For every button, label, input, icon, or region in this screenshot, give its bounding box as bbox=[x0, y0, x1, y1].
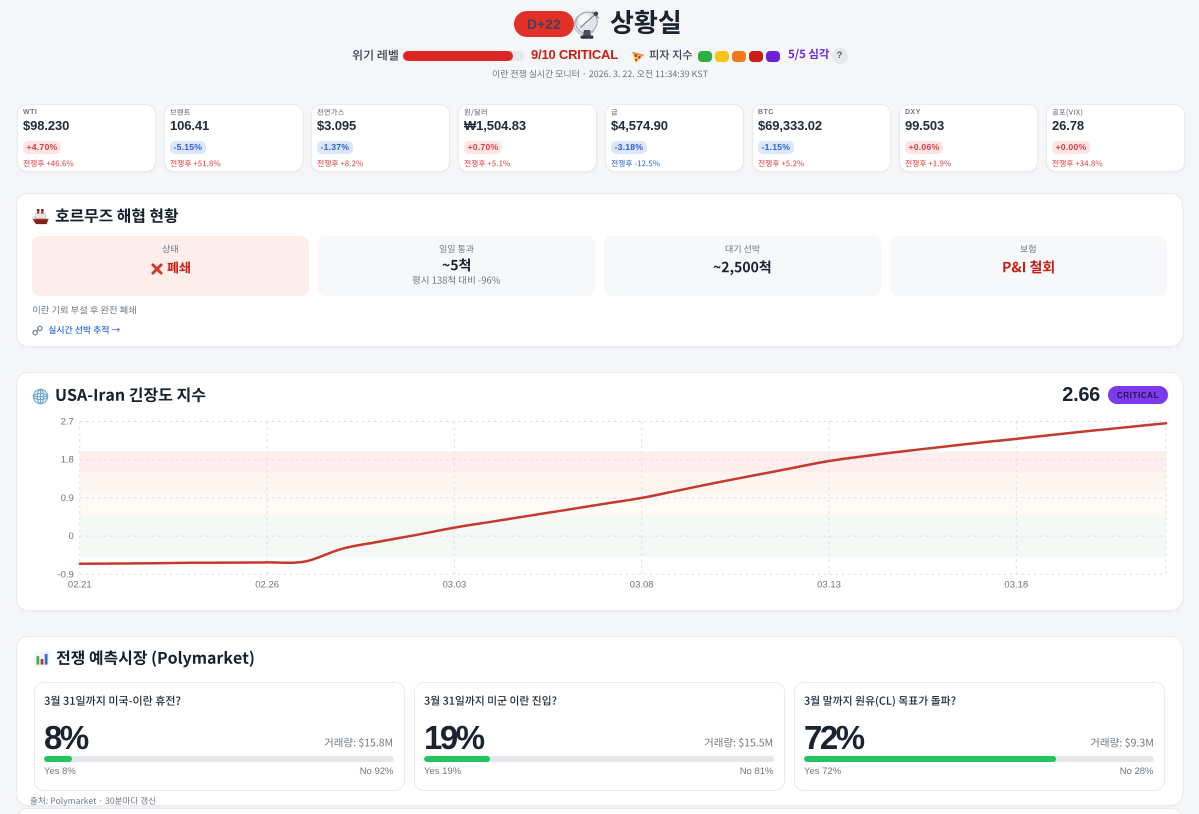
svg-text:02.26: 02.26 bbox=[255, 579, 279, 590]
svg-text:03.03: 03.03 bbox=[443, 579, 467, 590]
svg-text:03.13: 03.13 bbox=[817, 579, 841, 590]
svg-text:0: 0 bbox=[69, 531, 74, 542]
svg-text:03.08: 03.08 bbox=[630, 579, 654, 590]
svg-text:1.8: 1.8 bbox=[61, 455, 74, 466]
svg-text:0.9: 0.9 bbox=[61, 493, 74, 504]
svg-text:03.18: 03.18 bbox=[1004, 579, 1028, 590]
svg-text:-0.9: -0.9 bbox=[57, 569, 73, 580]
svg-text:2.7: 2.7 bbox=[61, 417, 74, 428]
svg-text:02.21: 02.21 bbox=[68, 579, 92, 590]
